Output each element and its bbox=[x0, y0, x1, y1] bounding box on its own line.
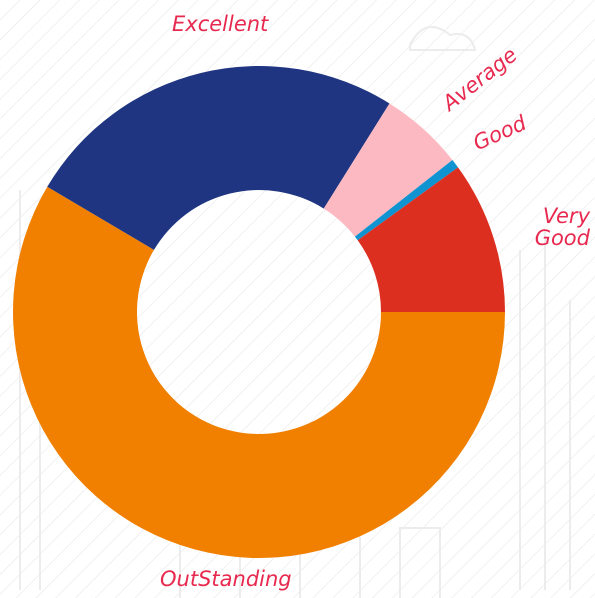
chart: OutStandingExcellentAverageGoodVery Good bbox=[0, 0, 595, 598]
segment-label: Excellent bbox=[172, 13, 268, 35]
segment-label: OutStanding bbox=[160, 568, 292, 590]
segment-label: Very Good bbox=[520, 205, 590, 249]
chart-svg bbox=[0, 0, 595, 598]
